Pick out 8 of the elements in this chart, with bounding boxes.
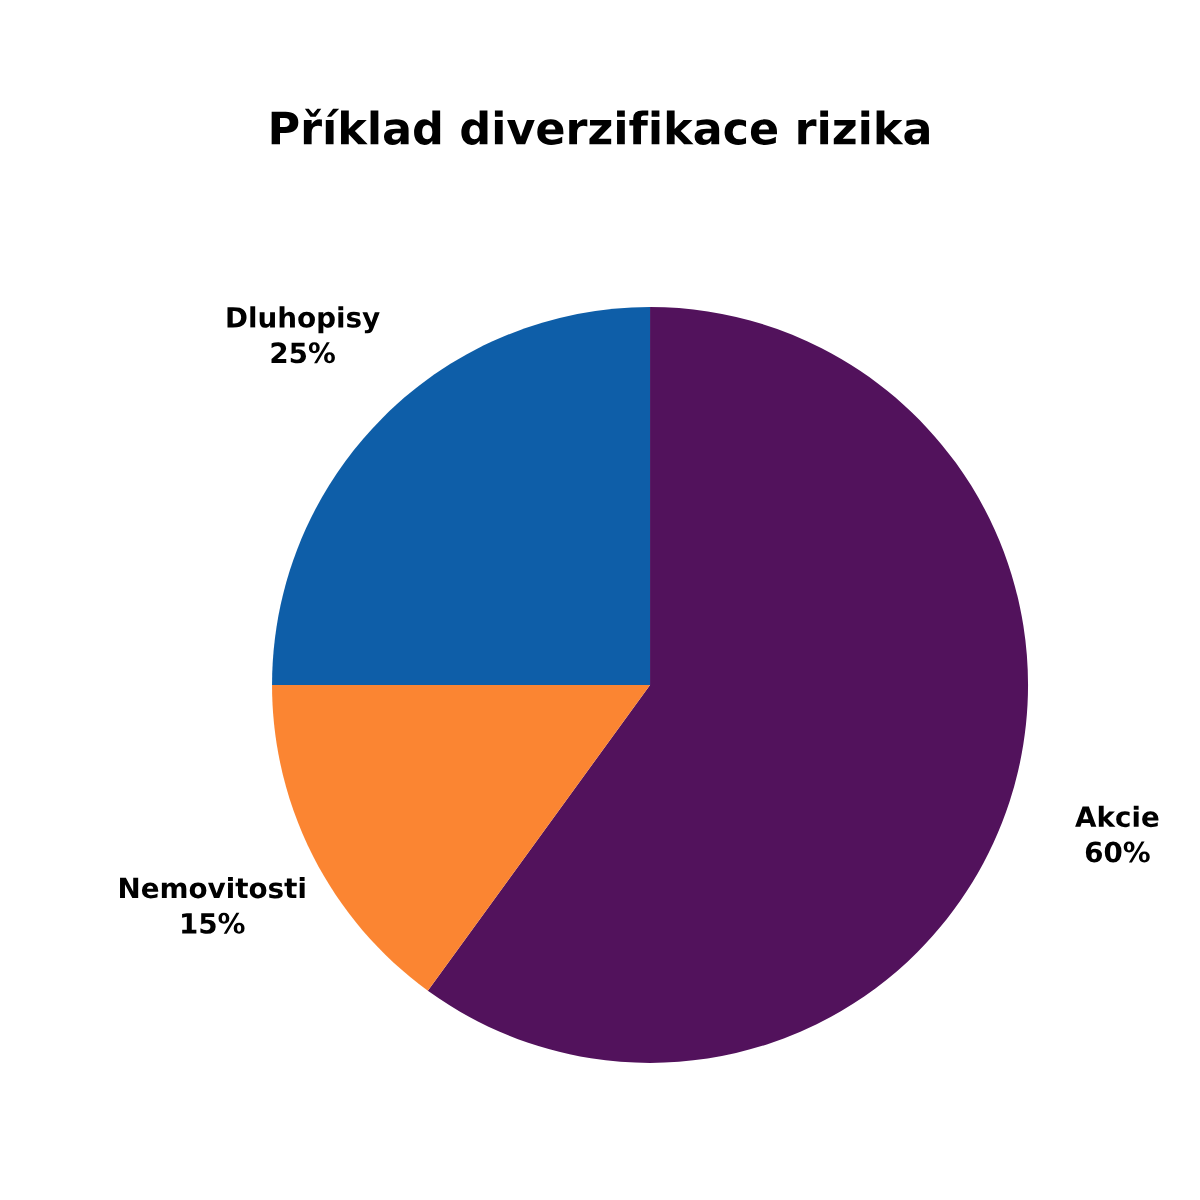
pie-slice — [427, 306, 1029, 1063]
data-label: 15% — [182, 912, 245, 934]
chart-title: Příklad diverzifikace rizika — [271, 108, 929, 145]
slice-label: Dluhopisy — [227, 306, 380, 334]
slice-label: Nemovitosti — [120, 876, 305, 899]
slice-label: Akcie — [1075, 805, 1159, 828]
data-label: 60% — [1085, 841, 1150, 863]
data-label: 25% — [271, 342, 335, 364]
